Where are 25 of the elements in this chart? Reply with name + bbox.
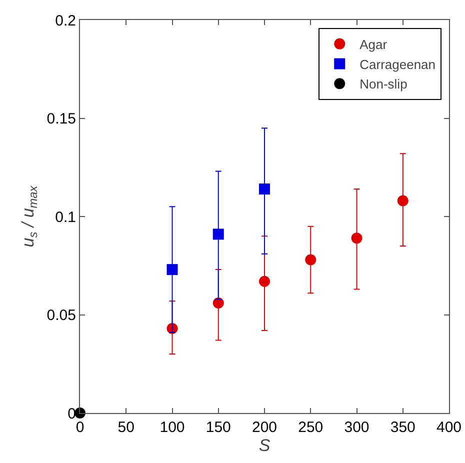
legend-label: Agar bbox=[360, 36, 388, 52]
point bbox=[305, 254, 316, 266]
y-tick-label: 0.1 bbox=[55, 208, 76, 226]
point bbox=[259, 276, 270, 287]
y-tick-label: 0 bbox=[68, 405, 76, 422]
x-tick-label: 150 bbox=[206, 419, 231, 436]
point bbox=[259, 183, 270, 194]
y-tick-label: 0.2 bbox=[55, 12, 76, 30]
point bbox=[166, 264, 178, 276]
point bbox=[212, 297, 224, 308]
x-tick-label: 300 bbox=[344, 419, 370, 436]
x-tick-label: 350 bbox=[390, 419, 416, 436]
legend-label: Carrageenan bbox=[360, 56, 436, 72]
y-tick-label: 0.15 bbox=[46, 110, 76, 128]
x-tick-label: 200 bbox=[252, 419, 278, 436]
x-tick-label: 100 bbox=[160, 419, 185, 436]
legend-label: Non-slip bbox=[360, 76, 408, 92]
point bbox=[212, 228, 224, 240]
point bbox=[397, 195, 408, 206]
point bbox=[351, 232, 362, 244]
y-tick-label: 0.05 bbox=[46, 307, 76, 324]
x-tick-label: 250 bbox=[298, 419, 324, 436]
x-tick-label: 50 bbox=[118, 419, 134, 436]
x-axis-title: S bbox=[258, 436, 271, 455]
x-tick-label: 400 bbox=[436, 419, 462, 436]
